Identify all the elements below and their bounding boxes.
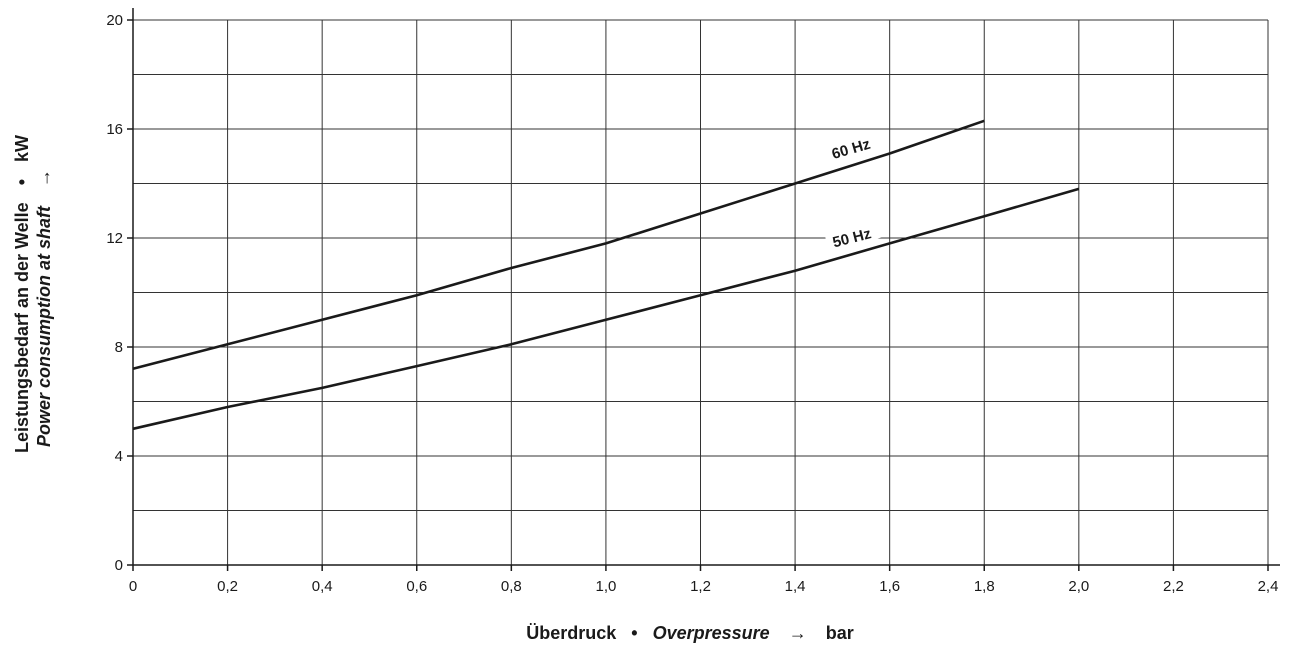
y-tick-label: 4: [115, 448, 123, 465]
y-axis-title-sep: •: [12, 179, 32, 185]
x-tick-label: 0,8: [501, 578, 522, 595]
x-tick-label: 0,2: [217, 578, 238, 595]
x-tick-label: 1,6: [879, 578, 900, 595]
x-tick-label: 2,0: [1068, 578, 1089, 595]
y-tick-label: 12: [106, 230, 123, 247]
x-tick-label: 1,2: [690, 578, 711, 595]
label-background: [824, 218, 887, 251]
y-tick-label: 0: [115, 557, 123, 574]
y-tick-labels: 0 4 8 12 16 20: [106, 12, 123, 574]
svg-text:Leistungsbedarf an der Welle: Leistungsbedarf an der Welle • kW: [12, 135, 32, 453]
x-axis-title-en: Overpressure: [653, 623, 770, 643]
x-tick-label: 2,2: [1163, 578, 1184, 595]
series-label-50hz: 50 Hz: [831, 225, 873, 251]
x-tick-label: 1,8: [974, 578, 995, 595]
x-tick-label: 0,4: [312, 578, 333, 595]
x-tick-labels: 0 0,2 0,4 0,6 0,8 1,0 1,2 1,4 1,6 1,8 2,0 2,2 2,4: [129, 578, 1279, 595]
grid: [133, 19, 1269, 565]
x-tick-label: 0,6: [406, 578, 427, 595]
series-line-60hz: [132, 119, 985, 371]
y-axis-unit: kW: [12, 135, 32, 162]
y-axis-title: Leistungsbedarf an der Welle • kW Power …: [12, 135, 54, 453]
series-label-60hz: 60 Hz: [830, 136, 872, 163]
x-tick-label: 0: [129, 578, 137, 595]
x-tick-label: 1,4: [785, 578, 806, 595]
y-axis-title-en: Power consumption at shaft: [34, 205, 54, 447]
y-tick-label: 8: [115, 339, 123, 356]
x-tick-label: 2,4: [1258, 578, 1279, 595]
series-labels: 60 Hz 50 Hz: [824, 136, 887, 251]
x-axis-title-de: Überdruck: [526, 623, 617, 643]
x-axis-title: Überdruck • Overpressure → bar: [526, 623, 854, 643]
x-axis-title-arrow: →: [789, 623, 807, 643]
y-axis-title-de: Leistungsbedarf an der Welle: [12, 202, 32, 453]
y-axis-title-arrow: →: [34, 169, 54, 187]
axes: [127, 8, 1280, 571]
series-lines: [132, 119, 1080, 431]
x-tick-label: 1,0: [595, 578, 616, 595]
series-line-50hz: [132, 187, 1080, 431]
x-axis-unit: bar: [826, 623, 854, 643]
svg-text:Power consumption at shaft: Power consumption at shaft →: [34, 169, 54, 447]
y-tick-label: 20: [106, 12, 123, 29]
x-axis-title-sep: •: [631, 623, 637, 643]
y-tick-label: 16: [106, 121, 123, 138]
